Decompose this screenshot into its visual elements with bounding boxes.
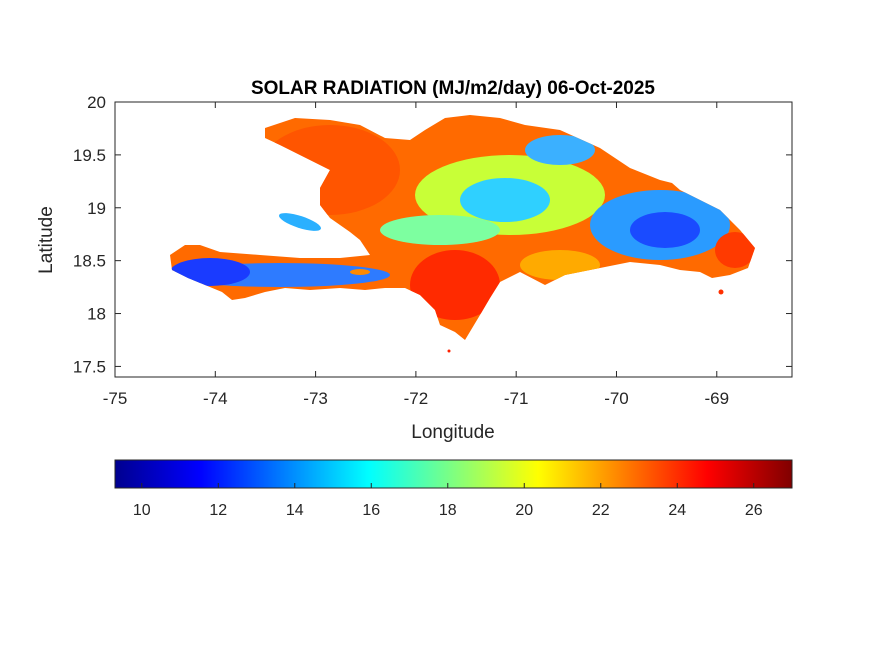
island-tortuga — [350, 269, 370, 275]
colorbar-tick-label: 10 — [133, 502, 151, 519]
y-axis-label: Latitude — [36, 206, 57, 274]
region-eastern-dr-core — [630, 212, 700, 248]
y-tick-label: 18.5 — [73, 252, 106, 271]
colorbar-tick-label: 26 — [745, 502, 763, 519]
x-axis-label: Longitude — [411, 422, 494, 443]
y-tick-label: 17.5 — [73, 357, 106, 376]
region-east-tip — [715, 232, 755, 268]
island-gonave — [278, 213, 322, 231]
colorbar — [114, 459, 793, 489]
y-tick-label: 20 — [87, 93, 106, 112]
y-tick-label: 18 — [87, 305, 106, 324]
colorbar-tick-label: 16 — [362, 502, 380, 519]
chart-title: SOLAR RADIATION (MJ/m2/day) 06-Oct-2025 — [251, 78, 655, 99]
x-tick-label: -69 — [704, 389, 729, 408]
y-tick-label: 19.5 — [73, 146, 106, 165]
region-northeast — [525, 135, 595, 165]
island-beata — [447, 349, 451, 353]
region-central-dr — [460, 178, 550, 222]
x-tick-label: -70 — [604, 389, 629, 408]
colorbar-tick-label: 12 — [209, 502, 227, 519]
colorbar-ticks: 10 12 14 16 18 20 22 24 26 — [133, 483, 763, 519]
y-axis: 17.5 18 18.5 19 19.5 20 — [73, 93, 792, 376]
x-tick-label: -71 — [504, 389, 529, 408]
y-tick-label: 19 — [87, 199, 106, 218]
x-tick-label: -73 — [303, 389, 328, 408]
x-axis: -75 -74 -73 -72 -71 -70 -69 — [103, 102, 729, 408]
x-tick-label: -75 — [103, 389, 128, 408]
region-central-green — [380, 215, 500, 245]
x-tick-label: -72 — [404, 389, 429, 408]
colorbar-tick-label: 14 — [286, 502, 304, 519]
colorbar-tick-label: 18 — [439, 502, 457, 519]
region-southwest-dr — [410, 250, 500, 320]
colorbar-tick-label: 24 — [668, 502, 686, 519]
colorbar-tick-label: 20 — [515, 502, 533, 519]
colorbar-tick-label: 22 — [592, 502, 610, 519]
island-saona — [718, 289, 724, 295]
x-tick-label: -74 — [203, 389, 228, 408]
